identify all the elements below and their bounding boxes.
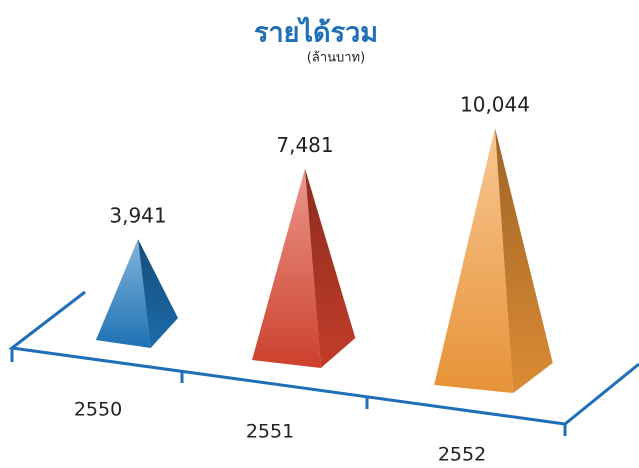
category-label: 2552 bbox=[438, 444, 486, 466]
pyramid-right-face bbox=[305, 168, 356, 368]
pyramid bbox=[95, 239, 178, 348]
category-label: 2551 bbox=[246, 421, 294, 443]
value-label: 10,044 bbox=[460, 93, 530, 117]
category-label: 2550 bbox=[74, 399, 122, 421]
chart-subtitle: (ล้านบาท) bbox=[307, 51, 365, 66]
pyramid-right-face bbox=[138, 239, 178, 348]
pyramid-left-face bbox=[252, 168, 321, 368]
pyramid bbox=[434, 128, 553, 393]
pyramid-left-face bbox=[95, 239, 151, 348]
value-label: 3,941 bbox=[109, 204, 166, 228]
pyramid-right-face bbox=[495, 128, 553, 393]
value-label: 7,481 bbox=[276, 133, 333, 157]
pyramid bbox=[252, 168, 356, 368]
floor bbox=[8, 290, 639, 436]
chart-title: รายได้รวม bbox=[254, 17, 378, 49]
pyramid-left-face bbox=[434, 128, 514, 393]
